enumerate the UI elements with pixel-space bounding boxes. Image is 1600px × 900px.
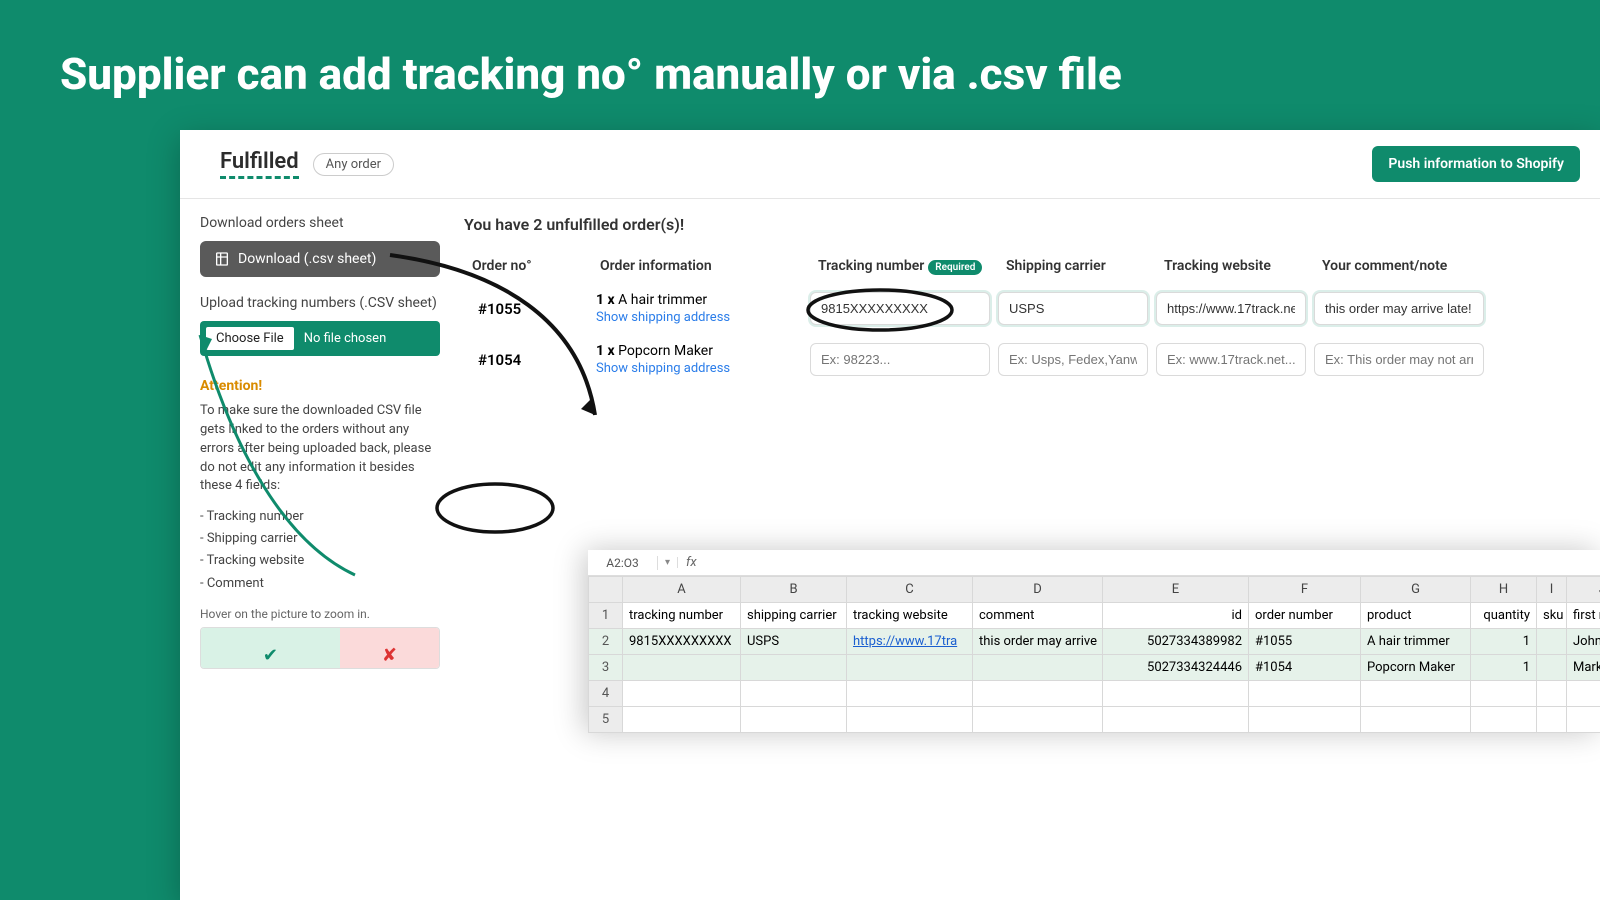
sidebar: Download orders sheet Download (.csv she… bbox=[200, 215, 440, 799]
tracking-input[interactable] bbox=[810, 343, 990, 376]
attention-body: To make sure the downloaded CSV file get… bbox=[200, 402, 440, 496]
list-item: - Tracking website bbox=[200, 550, 440, 572]
app-window: Fulfilled Any order Push information to … bbox=[180, 130, 1600, 900]
order-info: 1 x Popcorn Maker Show shipping address bbox=[592, 337, 802, 382]
data-row[interactable]: 2 9815XXXXXXXXXUSPS https://www.17tra th… bbox=[589, 629, 1600, 655]
push-to-shopify-button[interactable]: Push information to Shopify bbox=[1372, 146, 1580, 182]
tracking-input[interactable] bbox=[810, 292, 990, 325]
col-carrier: Shipping carrier bbox=[998, 252, 1148, 280]
page-headline: Supplier can add tracking no° manually o… bbox=[0, 0, 1600, 100]
col-order-no: Order no° bbox=[464, 252, 584, 280]
filter-pill-any-order[interactable]: Any order bbox=[313, 153, 394, 176]
formula-bar[interactable]: fx bbox=[678, 555, 705, 570]
list-item: - Tracking number bbox=[200, 506, 440, 528]
example-thumbnail[interactable]: ✔ ✘ bbox=[200, 627, 440, 669]
order-number: #1054 bbox=[464, 341, 584, 379]
upload-csv-button[interactable]: Choose File No file chosen bbox=[200, 321, 440, 356]
order-number: #1055 bbox=[464, 290, 584, 328]
hover-hint: Hover on the picture to zoom in. bbox=[200, 607, 440, 621]
website-input[interactable] bbox=[1156, 343, 1306, 376]
header-row: 1 tracking numbershipping carriertrackin… bbox=[589, 603, 1600, 629]
carrier-input[interactable] bbox=[998, 343, 1148, 376]
show-address-link[interactable]: Show shipping address bbox=[596, 310, 798, 325]
comment-input[interactable] bbox=[1314, 292, 1484, 325]
list-item: - Shipping carrier bbox=[200, 528, 440, 550]
spreadsheet-overlay: A2:O3 ▾ fx ABC DEF GHI J 1 tracking numb… bbox=[588, 550, 1600, 733]
spreadsheet-grid[interactable]: ABC DEF GHI J 1 tracking numbershipping … bbox=[588, 576, 1600, 733]
no-file-chosen-label: No file chosen bbox=[304, 331, 387, 346]
col-comment: Your comment/note bbox=[1314, 252, 1484, 280]
spreadsheet-icon bbox=[214, 251, 230, 267]
editable-fields-list: - Tracking number - Shipping carrier - T… bbox=[200, 506, 440, 594]
empty-row[interactable]: 5 bbox=[589, 707, 1600, 733]
upload-label: Upload tracking numbers (.CSV sheet) bbox=[200, 295, 440, 311]
comment-input[interactable] bbox=[1314, 343, 1484, 376]
empty-row[interactable]: 4 bbox=[589, 681, 1600, 707]
orders-subheading: You have 2 unfulfilled order(s)! bbox=[464, 215, 1600, 234]
check-icon: ✔ bbox=[263, 645, 278, 666]
show-address-link[interactable]: Show shipping address bbox=[596, 361, 798, 376]
col-website: Tracking website bbox=[1156, 252, 1306, 280]
data-row[interactable]: 3 5027334324446 #1054Popcorn Maker 1 Mar… bbox=[589, 655, 1600, 681]
required-badge: Required bbox=[928, 260, 982, 275]
download-label: Download orders sheet bbox=[200, 215, 440, 231]
choose-file-button[interactable]: Choose File bbox=[206, 327, 294, 350]
list-item: - Comment bbox=[200, 573, 440, 595]
attention-heading: Attention! bbox=[200, 378, 440, 394]
cell-reference-box[interactable]: A2:O3 bbox=[588, 556, 658, 570]
download-csv-button[interactable]: Download (.csv sheet) bbox=[200, 241, 440, 277]
website-input[interactable] bbox=[1156, 292, 1306, 325]
download-csv-label: Download (.csv sheet) bbox=[238, 251, 376, 267]
order-info: 1 x A hair trimmer Show shipping address bbox=[592, 286, 802, 331]
cross-icon: ✘ bbox=[382, 645, 397, 666]
chevron-down-icon[interactable]: ▾ bbox=[658, 557, 678, 568]
col-tracking: Tracking numberRequired bbox=[810, 252, 990, 280]
top-bar: Fulfilled Any order Push information to … bbox=[180, 130, 1600, 194]
tracking-website-link[interactable]: https://www.17tra bbox=[853, 634, 957, 649]
col-order-info: Order information bbox=[592, 252, 802, 280]
tab-fulfilled[interactable]: Fulfilled bbox=[220, 149, 299, 179]
column-letters-row: ABC DEF GHI J bbox=[589, 577, 1600, 603]
carrier-input[interactable] bbox=[998, 292, 1148, 325]
